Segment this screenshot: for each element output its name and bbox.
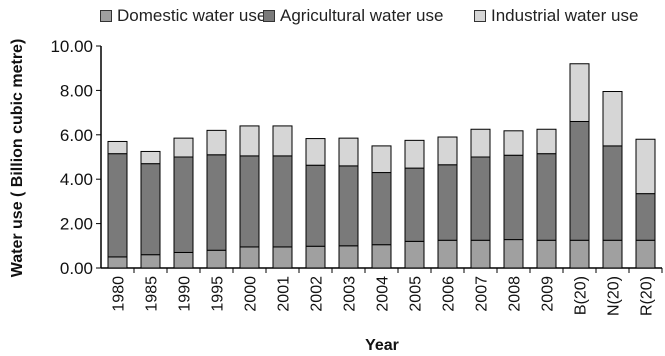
legend-label-agricultural: Agricultural water use	[280, 6, 444, 25]
y-tick-label: 4.00	[60, 170, 93, 189]
legend-swatch-agricultural	[263, 10, 275, 22]
x-tick-label: 1990	[177, 276, 194, 312]
bar-segment-industrial	[107, 140, 128, 155]
y-axis-label: Water use ( Billion cubic metre)	[9, 39, 26, 278]
x-tick-label: 2002	[309, 276, 326, 312]
bar-segment-domestic	[206, 249, 227, 269]
bar-segment-agricultural	[107, 153, 128, 258]
bar-segment-domestic	[437, 239, 458, 269]
x-tick-label: R(20)	[639, 276, 656, 316]
bar-segment-domestic	[404, 240, 425, 269]
bar-segment-domestic	[305, 245, 326, 269]
x-tick-label: 1980	[111, 276, 128, 312]
bar-segment-agricultural	[404, 167, 425, 242]
x-tick-label: N(20)	[606, 276, 623, 316]
bar-segment-agricultural	[338, 165, 359, 247]
x-tick-label: B(20)	[573, 276, 590, 315]
legend-label-domestic: Domestic water use	[117, 6, 267, 25]
x-tick-label: 2006	[441, 276, 458, 312]
bar-segment-industrial	[536, 128, 557, 155]
bar-segment-agricultural	[173, 156, 194, 253]
bar-segment-industrial	[173, 137, 194, 158]
bar-segment-domestic	[536, 239, 557, 269]
bar-segment-agricultural	[206, 154, 227, 251]
bar-segment-industrial	[338, 137, 359, 167]
bar-segment-agricultural	[272, 155, 293, 248]
bar-segment-agricultural	[437, 164, 458, 241]
plot-area: 0.00 2.00 4.00 6.00 8.00 10.00 1980 1985 1990 199…	[50, 37, 663, 316]
bar-segment-industrial	[371, 145, 392, 174]
bar-segment-agricultural	[371, 172, 392, 246]
y-tick-label: 0.00	[60, 259, 93, 278]
bar-segment-domestic	[272, 246, 293, 269]
legend-swatch-domestic	[100, 10, 112, 22]
bar-segment-agricultural	[536, 153, 557, 241]
bar-segment-industrial	[635, 138, 656, 195]
x-tick-label: 2005	[408, 276, 425, 312]
legend-label-industrial: Industrial water use	[491, 6, 639, 25]
x-tick-label: 1985	[144, 276, 161, 312]
bar-segment-domestic	[140, 254, 161, 269]
y-tick-label: 10.00	[50, 37, 93, 56]
x-tick-label: 2003	[342, 276, 359, 312]
bar-segment-industrial	[305, 138, 326, 166]
bar-segment-domestic	[470, 239, 491, 269]
bar-segment-agricultural	[635, 193, 656, 241]
bar-segment-industrial	[239, 125, 260, 157]
legend: Domestic water use Agricultural water us…	[0, 6, 665, 28]
bar-segment-agricultural	[140, 163, 161, 256]
bar-segment-industrial	[272, 125, 293, 157]
bar-segment-industrial	[404, 139, 425, 169]
x-tick-label: 2007	[474, 276, 491, 312]
bar-segment-domestic	[503, 239, 524, 269]
bar-segment-industrial	[569, 63, 590, 122]
legend-item-agricultural: Agricultural water use	[263, 6, 443, 26]
x-tick-label: 2001	[276, 276, 293, 312]
x-tick-label: 2004	[375, 276, 392, 312]
y-tick-label: 6.00	[60, 126, 93, 145]
bar-segment-industrial	[503, 130, 524, 156]
legend-item-industrial: Industrial water use	[474, 6, 638, 26]
bar-segment-domestic	[239, 246, 260, 269]
bar-segment-domestic	[173, 251, 194, 269]
bar-segment-agricultural	[503, 154, 524, 241]
bar-segment-industrial	[140, 150, 161, 165]
bar-segment-agricultural	[305, 164, 326, 247]
bar-segment-domestic	[602, 239, 623, 269]
x-tick-label: 2008	[507, 276, 524, 312]
legend-swatch-industrial	[474, 10, 486, 22]
bar-segment-agricultural	[239, 155, 260, 248]
bar-segment-industrial	[602, 91, 623, 147]
legend-item-domestic: Domestic water use	[100, 6, 266, 26]
bar-segment-industrial	[470, 128, 491, 158]
bar-segment-industrial	[437, 136, 458, 166]
bar-segment-domestic	[371, 244, 392, 269]
y-tick-label: 8.00	[60, 81, 93, 100]
bar-segment-agricultural	[569, 120, 590, 241]
bar-segment-domestic	[635, 239, 656, 269]
y-tick-label: 2.00	[60, 215, 93, 234]
bar-segment-industrial	[206, 129, 227, 156]
bar-segment-agricultural	[602, 145, 623, 241]
x-tick-label: 2000	[243, 276, 260, 312]
x-tick-label: 2009	[540, 276, 557, 312]
bar-segment-agricultural	[470, 156, 491, 241]
x-tick-label: 1995	[210, 276, 227, 312]
bar-segment-domestic	[338, 245, 359, 269]
x-axis-label: Year	[365, 337, 399, 354]
bar-segment-domestic	[569, 239, 590, 269]
bar-segment-domestic	[107, 256, 128, 269]
